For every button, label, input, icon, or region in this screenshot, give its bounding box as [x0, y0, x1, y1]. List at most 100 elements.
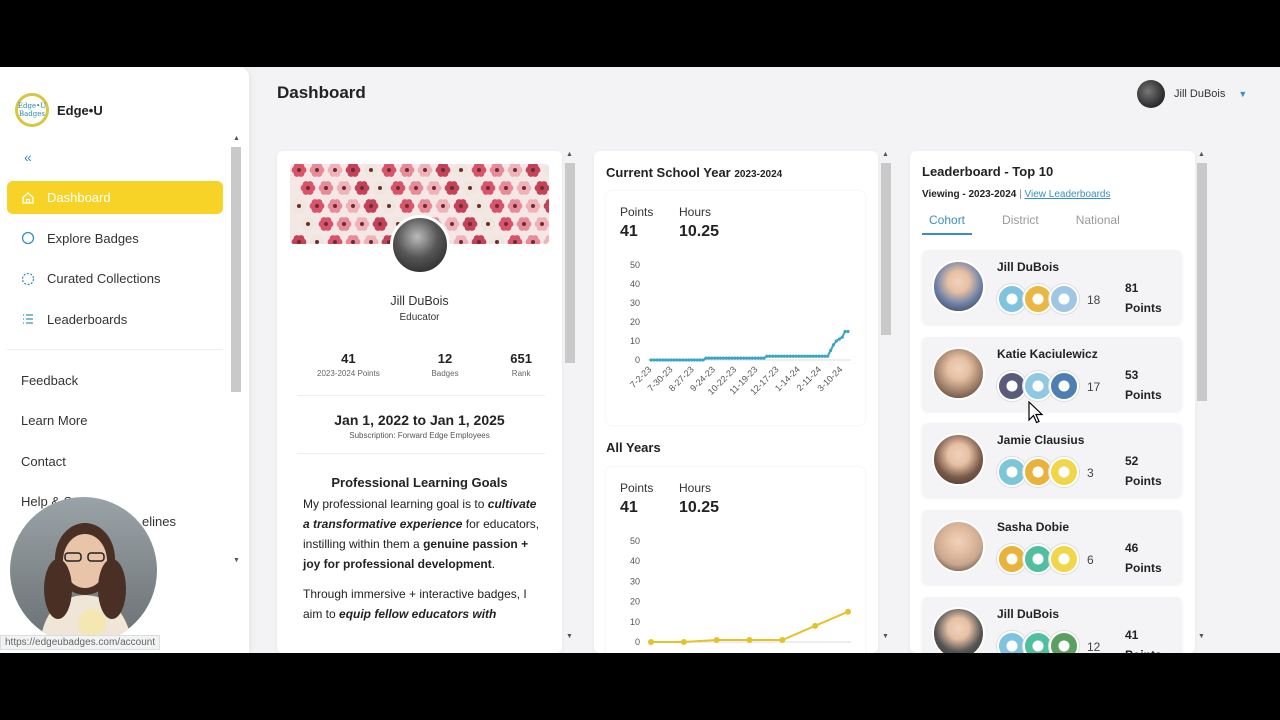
flower-decoration	[453, 235, 469, 244]
y-tick-label: 30	[630, 298, 640, 308]
data-point	[745, 356, 749, 360]
scroll-up-icon[interactable]: ▲	[233, 135, 240, 142]
flower-decoration	[417, 164, 433, 177]
leaderboard-row[interactable]: Sasha Dobie 6 46 Points	[922, 510, 1182, 585]
kpi-label: Hours	[679, 205, 712, 219]
tab-district[interactable]: District	[1002, 213, 1039, 227]
flower-decoration	[318, 217, 334, 231]
badge-icon[interactable]	[1023, 457, 1053, 488]
y-tick-label: 20	[630, 597, 640, 607]
leaderboard-scrollbar[interactable]: ▲ ▼	[1197, 151, 1207, 653]
contact-link[interactable]: Contact	[21, 453, 66, 469]
badge-icon[interactable]	[1049, 370, 1079, 401]
scrollbar-thumb[interactable]	[565, 163, 575, 363]
data-point	[742, 356, 746, 360]
data-point	[736, 356, 740, 360]
flower-decoration	[543, 199, 549, 213]
avatar	[932, 520, 985, 574]
data-point	[713, 356, 717, 360]
flower-decoration	[534, 181, 549, 195]
sidebar-item-explore-badges[interactable]: Explore Badges	[7, 222, 223, 255]
data-point	[684, 358, 688, 362]
data-point	[782, 354, 786, 358]
profile-stats: 41 2023-2024 Points 12 Badges 651 Rank	[317, 351, 532, 378]
scrollbar-thumb[interactable]	[881, 163, 891, 335]
tab-national[interactable]: National	[1075, 213, 1120, 227]
flower-decoration	[462, 181, 478, 195]
leaderboard-card: Leaderboard - Top 10 Viewing - 2023-2024…	[910, 151, 1195, 653]
all-hours-kpi: Hours 10.25	[679, 481, 719, 517]
data-point	[713, 636, 720, 643]
data-point	[692, 358, 697, 362]
badge-list	[997, 284, 1079, 314]
points-value: 81 Points	[1125, 281, 1162, 315]
data-point	[695, 358, 699, 362]
badge-icon[interactable]	[997, 457, 1027, 488]
flower-decoration	[507, 199, 523, 213]
flower-decoration	[309, 235, 325, 244]
badge-icon[interactable]	[997, 544, 1027, 575]
data-point	[817, 354, 821, 358]
feedback-link[interactable]: Feedback	[21, 373, 79, 388]
leaderboard-row[interactable]: Jill DuBois 12 41Points	[922, 596, 1182, 653]
stats-scrollbar[interactable]: ▲ ▼	[881, 151, 891, 653]
badge-icon[interactable]	[1049, 457, 1079, 488]
logo-text: Edge•U Badges	[17, 102, 47, 118]
badge-count: 17	[1087, 379, 1101, 394]
data-point	[648, 639, 654, 645]
subscription-name: Subscription: Forward Edge Employees	[349, 431, 490, 440]
data-point	[727, 356, 731, 360]
divider	[297, 395, 545, 396]
tab-cohort[interactable]: Cohort	[922, 211, 973, 235]
leaderboard-row[interactable]: Jill DuBois 18 81 Points	[922, 250, 1182, 324]
profile-scrollbar[interactable]: ▲ ▼	[565, 151, 575, 653]
scroll-up-icon[interactable]: ▲	[566, 151, 573, 158]
points-value: 46 Points	[1125, 541, 1162, 576]
scrollbar-thumb[interactable]	[231, 147, 241, 392]
data-point	[739, 356, 743, 360]
sidebar-scrollbar[interactable]: ▲ ▼	[230, 135, 242, 567]
sidebar-item-leaderboards[interactable]: Leaderboards	[7, 303, 223, 336]
scroll-down-icon[interactable]: ▼	[882, 633, 889, 640]
data-point	[785, 354, 789, 358]
badge-icon[interactable]	[1049, 544, 1079, 575]
badge-icon[interactable]	[997, 284, 1027, 314]
collapse-sidebar-button[interactable]: «	[24, 149, 32, 165]
y-tick-label: 30	[630, 576, 640, 586]
app-window: Edge•U Badges Edge•U « Dashboard Explore…	[0, 67, 1280, 653]
page-title: Dashboard	[277, 83, 366, 102]
webcam-overlay	[10, 497, 157, 644]
chevron-down-icon: ▼	[1238, 89, 1248, 99]
data-point	[834, 339, 839, 343]
scroll-up-icon[interactable]: ▲	[1198, 151, 1205, 158]
badge-count: 12	[1087, 639, 1101, 653]
kpi-label: Hours	[679, 481, 712, 495]
learn-more-link[interactable]: Learn More	[21, 413, 88, 429]
scroll-down-icon[interactable]: ▼	[566, 633, 573, 640]
badge-icon[interactable]	[1023, 370, 1053, 401]
scroll-down-icon[interactable]: ▼	[1198, 633, 1205, 640]
y-tick-label: 0	[635, 355, 640, 365]
logo[interactable]: Edge•U Badges	[15, 93, 49, 127]
flower-decoration	[516, 217, 532, 231]
badge-icon[interactable]	[1049, 630, 1079, 653]
scroll-down-icon[interactable]: ▼	[233, 557, 240, 564]
view-leaderboards-link[interactable]: View Leaderboards	[1024, 189, 1111, 200]
user-menu[interactable]: Jill DuBois ▼	[1137, 80, 1247, 108]
sidebar-item-dashboard[interactable]: Dashboard	[7, 181, 223, 214]
points-value: 52 Points	[1125, 454, 1162, 489]
badge-icon[interactable]	[1049, 284, 1079, 314]
guidelines-link[interactable]: elines	[142, 514, 176, 530]
sidebar-item-curated-collections[interactable]: Curated Collections	[7, 262, 223, 295]
leaderboard-row[interactable]: Katie Kaciulewicz 17 53 Points	[922, 336, 1182, 411]
data-point	[721, 356, 726, 360]
scroll-up-icon[interactable]: ▲	[882, 151, 889, 158]
leaderboard-row[interactable]: Jamie Clausius 3 52 Points	[922, 423, 1182, 498]
scrollbar-thumb[interactable]	[1197, 163, 1207, 401]
flower-decoration	[507, 164, 523, 177]
flower-decoration	[453, 164, 469, 177]
flower-decoration	[444, 181, 460, 195]
data-point	[746, 636, 753, 643]
flower-decoration	[399, 199, 415, 213]
data-point	[658, 358, 662, 362]
